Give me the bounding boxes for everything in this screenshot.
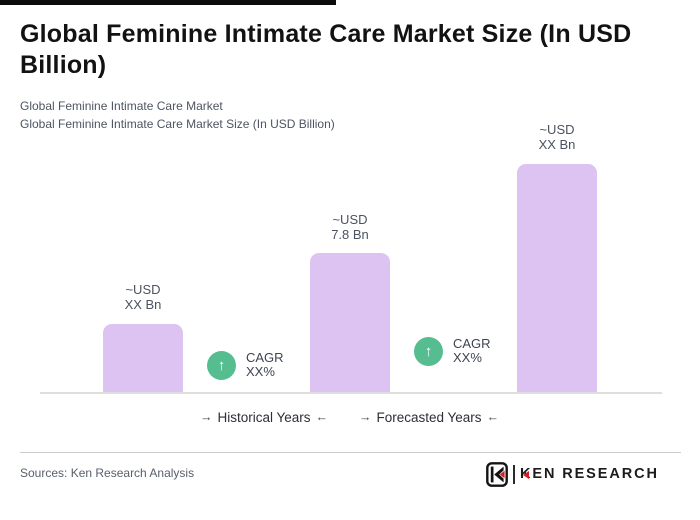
top-accent-bar	[0, 0, 336, 5]
up-arrow-glyph: ↑	[424, 343, 433, 360]
historical-years-label: → Historical Years ←	[159, 410, 369, 425]
footer-divider	[20, 452, 681, 453]
up-arrow-glyph: ↑	[217, 357, 226, 374]
cagr-line2: XX%	[246, 364, 275, 379]
arrow-left-icon: ←	[486, 410, 500, 424]
bar-value-line2: 7.8 Bn	[331, 226, 369, 242]
logo-wordmark-text: KEN RESEARCH	[520, 466, 659, 482]
cagr-line2: XX%	[453, 350, 482, 365]
bar-value-line2: XX Bn	[538, 136, 576, 152]
cagr-line1: CAGR	[453, 336, 491, 351]
growth-up-arrow-icon: ↑	[414, 337, 443, 366]
arrow-right-icon: →	[199, 410, 213, 424]
logo-red-accent-icon	[523, 471, 529, 479]
bar-value-line1: ~USD	[539, 122, 575, 137]
forecasted-years-label: → Forecasted Years ←	[324, 410, 534, 425]
chart-subtitle-line1: Global Feminine Intimate Care Market	[20, 99, 223, 113]
logo-separator	[513, 464, 515, 484]
arrow-right-icon: →	[358, 410, 372, 424]
x-axis-baseline	[40, 392, 662, 394]
bar-historical	[103, 324, 183, 393]
sources-note: Sources: Ken Research Analysis	[20, 466, 195, 480]
cagr-label: CAGR XX%	[246, 351, 284, 379]
growth-up-arrow-icon: ↑	[207, 351, 236, 380]
bar-current	[310, 253, 390, 393]
bar-value-label: ~USD XX Bn	[497, 122, 617, 152]
arrow-left-icon: ←	[315, 410, 329, 424]
historical-years-text: Historical Years	[217, 410, 311, 425]
logo-wordmark: KEN RESEARCH	[520, 466, 659, 482]
page-title: Global Feminine Intimate Care Market Siz…	[20, 20, 632, 79]
chart-subtitle-line2: Global Feminine Intimate Care Market Siz…	[20, 117, 335, 131]
bar-value-label: ~USD 7.8 Bn	[290, 212, 410, 242]
bar-value-line2: XX Bn	[124, 296, 162, 312]
bar-forecast	[517, 164, 597, 393]
bar-value-label: ~USD XX Bn	[83, 282, 203, 312]
cagr-label: CAGR XX%	[453, 337, 491, 365]
bar-value-line1: ~USD	[125, 282, 161, 297]
bar-value-line1: ~USD	[332, 212, 368, 227]
ken-research-emblem-icon	[486, 461, 508, 487]
forecasted-years-text: Forecasted Years	[376, 410, 482, 425]
cagr-line1: CAGR	[246, 350, 284, 365]
ken-research-logo: KEN RESEARCH	[486, 461, 659, 487]
